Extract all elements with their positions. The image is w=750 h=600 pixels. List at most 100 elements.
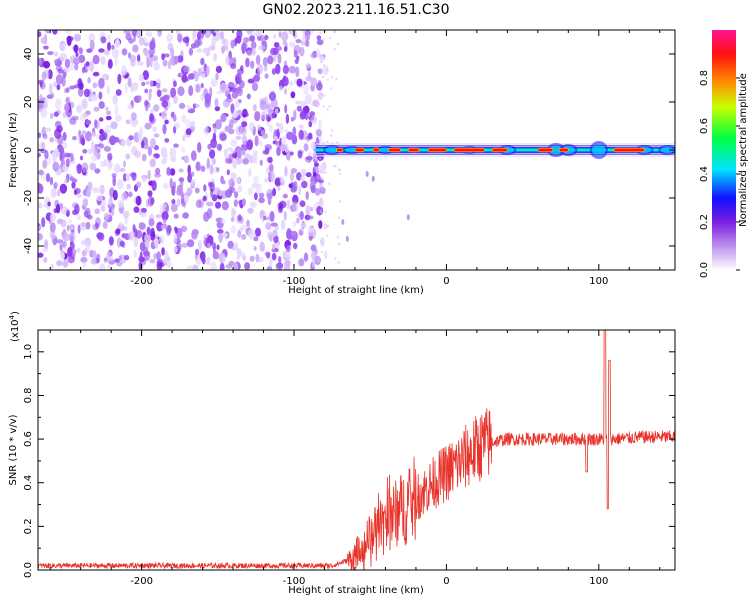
- noise-blob: [47, 51, 54, 56]
- noise-blob: [282, 39, 287, 46]
- noise-blob: [169, 177, 173, 189]
- noise-dot: [319, 157, 322, 160]
- noise-blob: [237, 68, 244, 75]
- noise-blob: [282, 193, 288, 199]
- noise-dot: [337, 216, 341, 219]
- noise-blob: [105, 115, 112, 121]
- noise-blob: [112, 189, 118, 201]
- noise-blob: [113, 136, 120, 143]
- noise-blob: [103, 73, 107, 81]
- noise-blob: [145, 80, 149, 85]
- noise-blob: [192, 31, 197, 43]
- noise-blob: [296, 172, 302, 181]
- noise-blob: [200, 93, 205, 102]
- noise-blob: [213, 53, 218, 62]
- noise-blob: [184, 193, 189, 203]
- noise-blob: [197, 68, 202, 77]
- noise-blob: [310, 77, 318, 87]
- noise-blob: [133, 249, 137, 258]
- noise-blob: [56, 84, 61, 91]
- snr-xlabel: Height of straight line (km): [288, 585, 424, 596]
- colorbar-tick-label: 0.4: [699, 166, 710, 182]
- colorbar: 0.0 0.2 0.4 0.6 0.8 Normalized spectral ampl…: [699, 30, 749, 278]
- noise-blob: [175, 227, 183, 239]
- noise-blob: [241, 234, 247, 240]
- noise-blob: [221, 45, 225, 54]
- noise-blob: [283, 251, 291, 259]
- noise-blob: [246, 49, 253, 56]
- signal-core: [336, 147, 344, 153]
- noise-blob: [291, 134, 298, 145]
- noise-blob: [198, 30, 205, 39]
- noise-blob: [236, 254, 240, 260]
- noise-blob: [59, 202, 64, 210]
- noise-blob: [79, 155, 84, 161]
- noise-blob: [230, 217, 235, 222]
- noise-blob: [44, 150, 49, 160]
- y-tick-label: -20: [23, 190, 34, 206]
- noise-blob: [318, 179, 324, 184]
- noise-blob: [227, 94, 232, 100]
- noise-blob: [279, 85, 283, 92]
- noise-blob: [283, 88, 288, 95]
- noise-blob: [38, 31, 42, 38]
- noise-blob: [203, 63, 208, 72]
- signal-core: [372, 147, 380, 153]
- noise-blob: [160, 203, 167, 209]
- noise-blob: [89, 162, 97, 171]
- noise-blob: [293, 109, 297, 121]
- noise-blob: [231, 91, 239, 99]
- noise-blob: [153, 104, 160, 112]
- noise-blob: [213, 124, 217, 135]
- noise-blob: [44, 96, 49, 103]
- noise-blob: [89, 39, 95, 51]
- x-tick-label: -100: [283, 576, 306, 587]
- noise-blob: [79, 134, 85, 145]
- noise-blob: [102, 221, 108, 229]
- noise-blob: [234, 82, 238, 88]
- noise-dot: [330, 76, 334, 79]
- noise-blob: [173, 246, 178, 253]
- noise-blob: [169, 147, 177, 159]
- noise-blob: [93, 250, 97, 260]
- noise-blob: [284, 165, 288, 177]
- noise-dot: [333, 31, 336, 34]
- noise-blob: [294, 58, 299, 65]
- noise-blob: [310, 244, 317, 252]
- noise-blob: [252, 156, 257, 162]
- noise-blob: [62, 232, 70, 242]
- noise-blob: [128, 135, 134, 141]
- noise-blob: [132, 44, 139, 53]
- noise-blob: [192, 103, 196, 110]
- noise-blob: [190, 150, 197, 161]
- noise-blob: [100, 161, 106, 168]
- noise-blob: [267, 156, 273, 164]
- noise-blob: [187, 73, 195, 80]
- noise-blob: [257, 124, 262, 131]
- noise-blob: [71, 181, 76, 189]
- noise-dot: [333, 47, 336, 51]
- noise-blob: [176, 198, 181, 207]
- noise-blob: [170, 203, 178, 212]
- noise-blob: [278, 256, 282, 265]
- noise-blob: [299, 46, 305, 57]
- noise-dot: [338, 200, 341, 203]
- noise-blob: [73, 189, 78, 196]
- noise-blob: [83, 210, 89, 218]
- noise-blob: [100, 36, 107, 44]
- noise-blob: [163, 53, 170, 58]
- noise-dot: [320, 250, 324, 254]
- noise-blob: [252, 150, 259, 157]
- noise-blob: [300, 109, 307, 119]
- noise-blob: [206, 201, 214, 207]
- noise-blob: [164, 250, 169, 260]
- signal-bulge-core: [660, 147, 675, 153]
- noise-blob: [300, 168, 307, 177]
- signal-core: [453, 147, 485, 153]
- noise-blob: [105, 110, 112, 116]
- noise-blob: [280, 181, 285, 186]
- noise-blob: [272, 229, 278, 237]
- noise-blob: [206, 256, 211, 266]
- noise-blob: [170, 48, 175, 57]
